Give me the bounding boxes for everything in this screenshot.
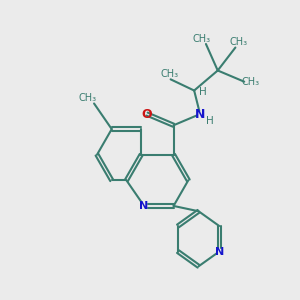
Text: H: H (199, 87, 207, 97)
Text: CH₃: CH₃ (242, 77, 260, 87)
Text: CH₃: CH₃ (193, 34, 211, 44)
Text: N: N (195, 108, 205, 121)
Text: CH₃: CH₃ (161, 69, 179, 79)
Text: N: N (140, 201, 149, 211)
Text: O: O (142, 108, 152, 121)
Text: N: N (214, 247, 224, 256)
Text: CH₃: CH₃ (229, 37, 248, 47)
Text: CH₃: CH₃ (79, 93, 97, 103)
Text: H: H (206, 116, 213, 126)
